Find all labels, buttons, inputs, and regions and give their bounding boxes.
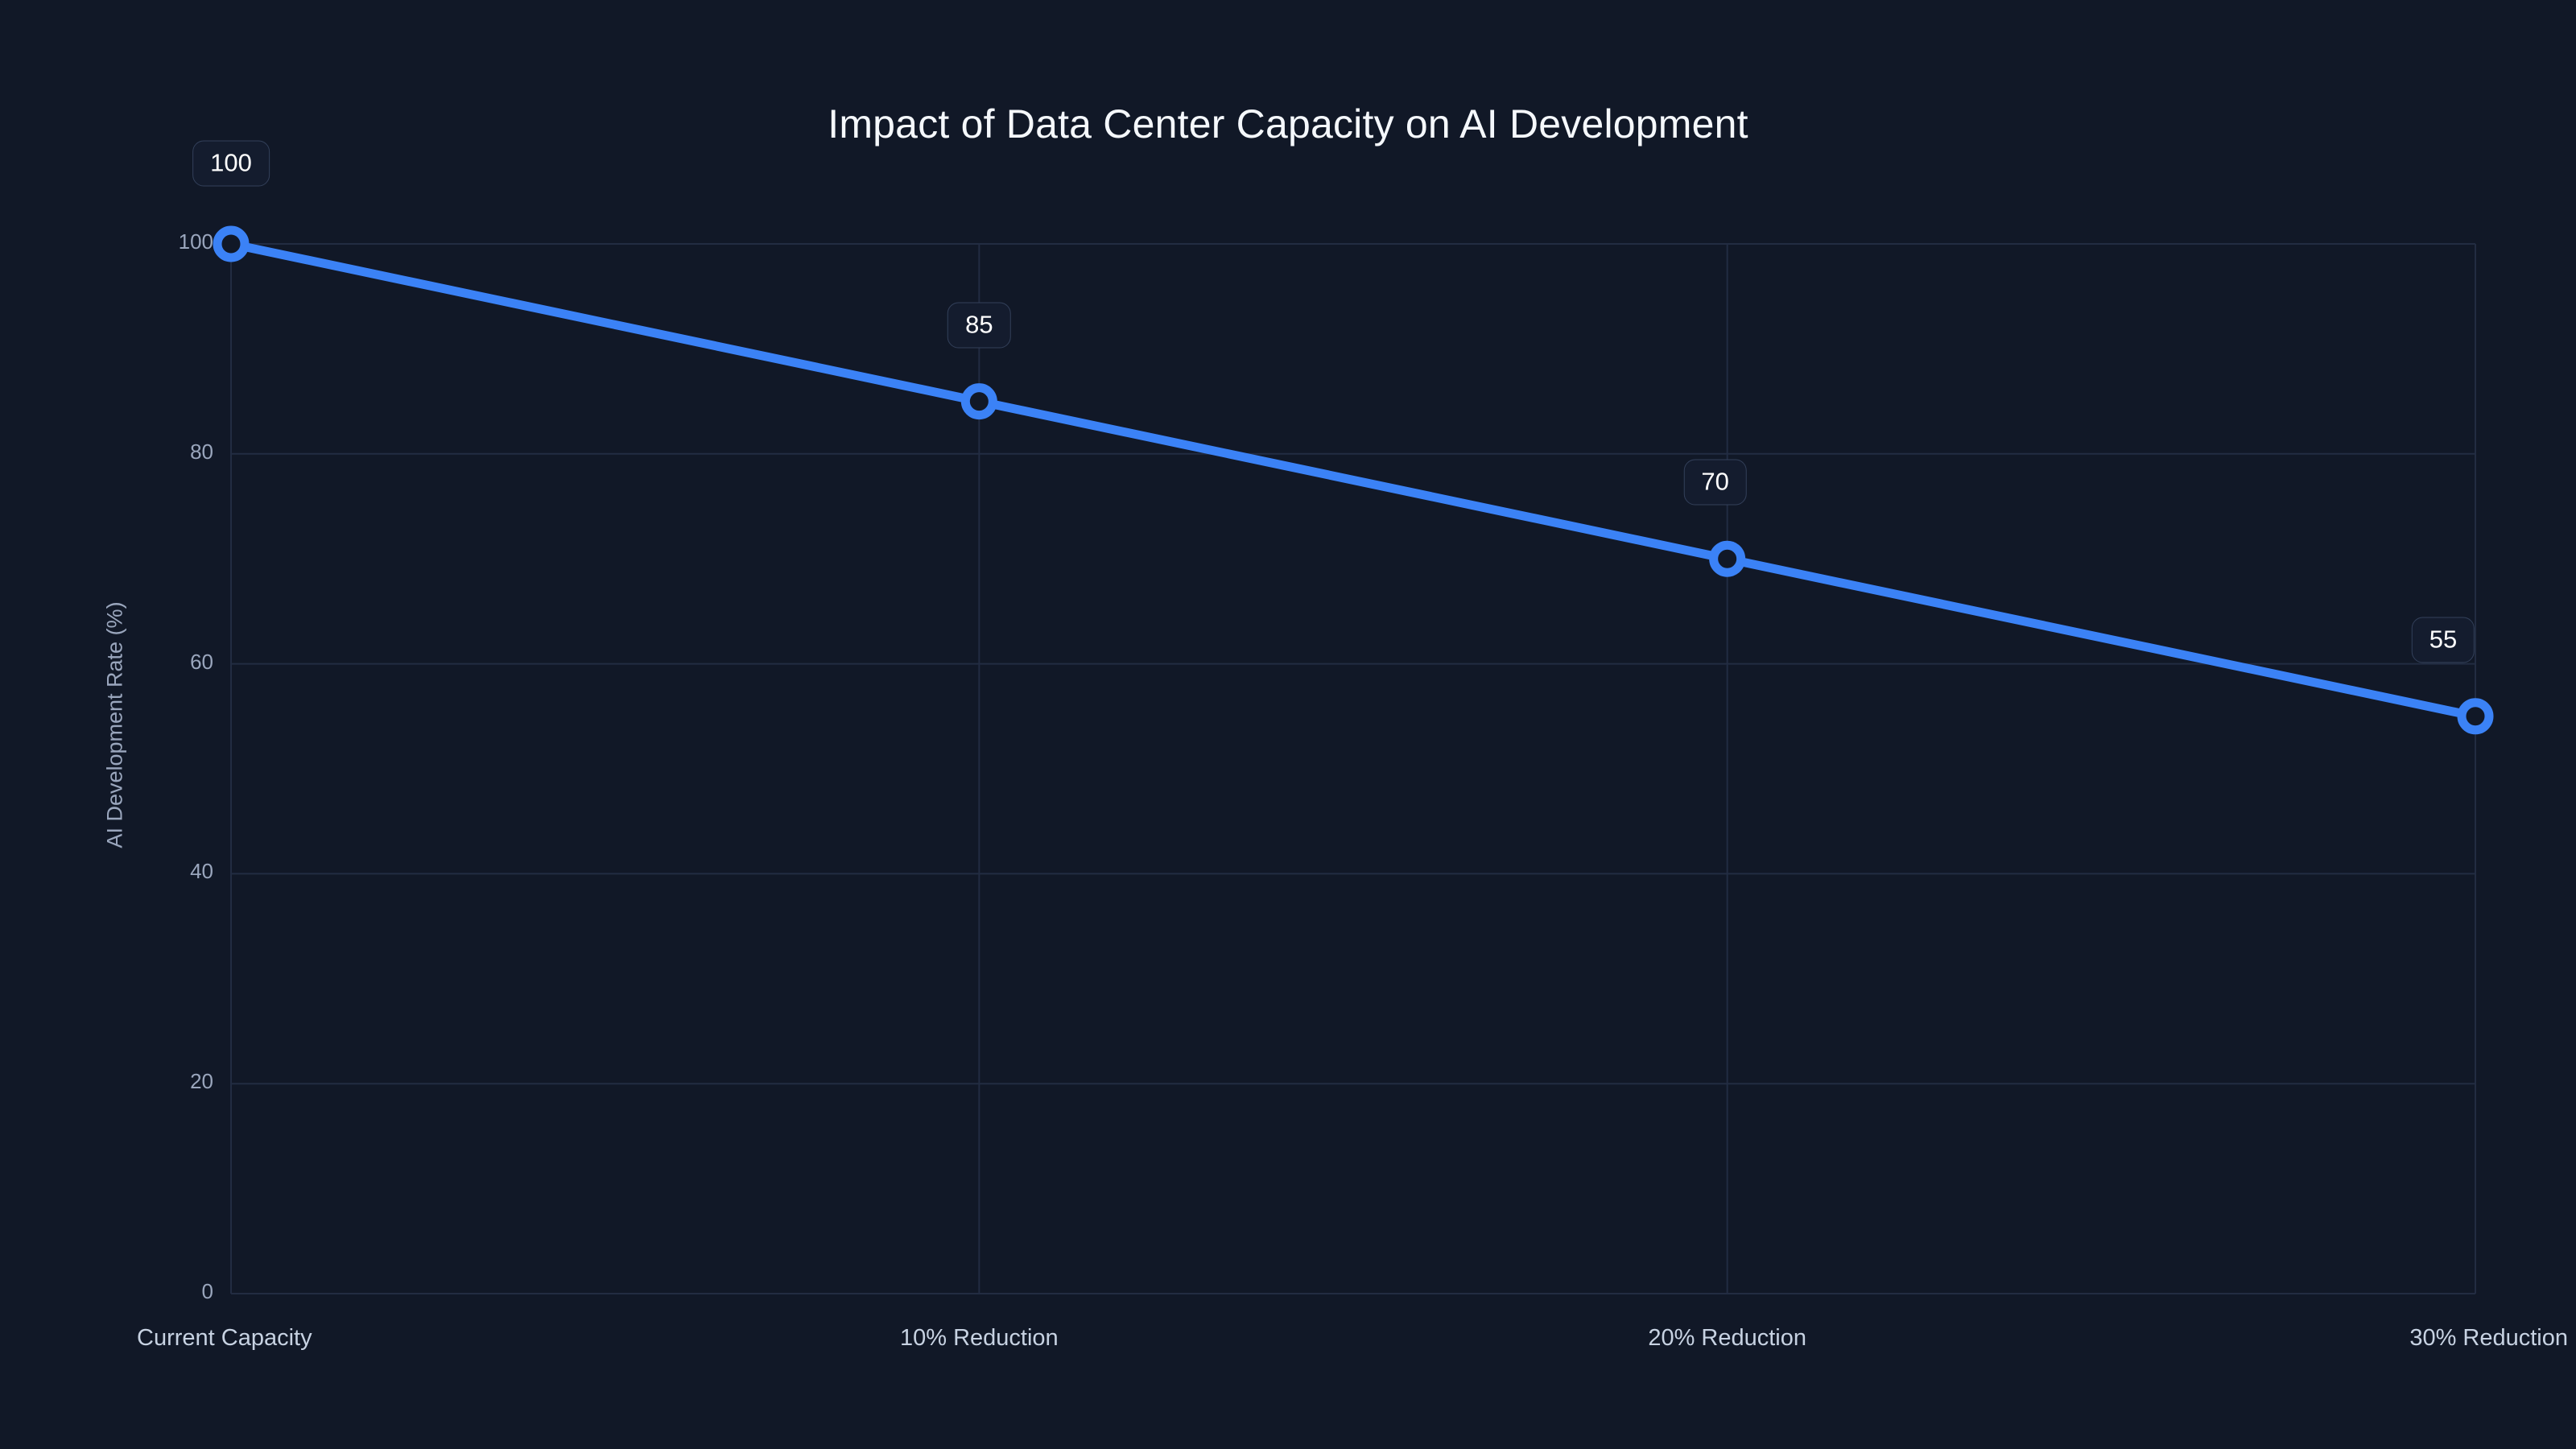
data-point-label: 70 <box>1683 459 1747 506</box>
data-point-marker[interactable] <box>1709 540 1746 577</box>
gridlines <box>230 243 2476 1294</box>
y-axis-tick-label: 0 <box>201 1279 213 1303</box>
series-markers <box>213 225 2494 735</box>
data-point-marker[interactable] <box>2457 698 2494 735</box>
x-axis-tick-label: 20% Reduction <box>1648 1325 1806 1351</box>
data-point-marker[interactable] <box>213 225 250 262</box>
data-point-label: 100 <box>192 140 270 187</box>
data-point-marker[interactable] <box>960 383 997 420</box>
y-axis-tick-label: 20 <box>190 1069 213 1094</box>
y-axis-tick-label: 100 <box>178 229 213 254</box>
data-point-label: 85 <box>947 302 1011 349</box>
data-point-label: 55 <box>2411 617 2475 663</box>
page-title: Impact of Data Center Capacity on AI Dev… <box>828 101 1748 147</box>
series-line <box>226 239 2480 721</box>
y-axis-tick-label: 80 <box>190 439 213 464</box>
x-axis-tick-label: 10% Reduction <box>899 1325 1059 1351</box>
x-axis-tick-label: 30% Reduction <box>2409 1325 2568 1351</box>
y-axis-tick-label: 60 <box>190 649 213 674</box>
y-axis-tick-label: 40 <box>190 859 213 884</box>
x-axis-tick-label: Current Capacity <box>137 1325 312 1351</box>
